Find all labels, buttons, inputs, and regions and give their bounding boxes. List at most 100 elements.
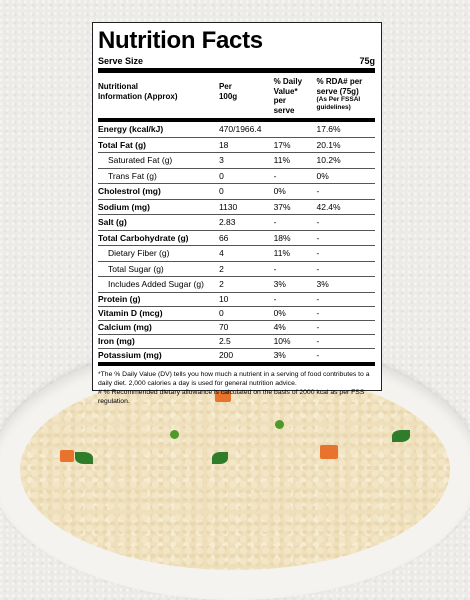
rda-value: 3% <box>316 279 329 289</box>
per-100g-value: 0 <box>218 186 224 196</box>
table-row: Sodium (mg) 1130 37% 42.4% <box>98 200 375 215</box>
footnote-daily-value: *The % Daily Value (DV) tells you how mu… <box>98 370 370 387</box>
header-nutritional-info: Nutritional Information (Approx) <box>98 77 219 115</box>
coriander-leaf <box>392 430 410 442</box>
table-row: Iron (mg) 2.5 10% - <box>98 335 375 349</box>
table-row: Total Carbohydrate (g) 66 18% - <box>98 231 375 246</box>
per-100g-value: 470/1966.4 <box>218 124 262 134</box>
rda-value: - <box>316 321 320 332</box>
header-col4-line2: serve (75g) <box>316 86 359 96</box>
footnote-rda: # % Recommended dietary allowance is cal… <box>98 388 365 405</box>
table-row: Saturated Fat (g) 3 11% 10.2% <box>98 153 375 169</box>
per-100g-value: 2.83 <box>218 217 236 227</box>
nutrient-name: Total Sugar (g) <box>108 263 164 274</box>
nutrient-name: Total Fat (g) <box>98 139 146 150</box>
daily-value: - <box>273 217 277 227</box>
per-100g-value: 0 <box>219 170 224 181</box>
nutrient-name: Includes Added Sugar (g) <box>108 279 204 289</box>
table-row: Potassium (mg) 200 3% - <box>98 349 375 366</box>
per-100g-value: 3 <box>219 155 224 165</box>
rda-value: - <box>316 263 320 274</box>
nutrient-name: Energy (kcal/kJ) <box>98 124 164 134</box>
nutrient-name: Total Carbohydrate (g) <box>98 232 189 243</box>
header-rda: % RDA# per serve (75g) (As Per FSSAI gui… <box>316 77 375 115</box>
serve-size-value: 75g <box>359 56 375 66</box>
nutrient-name: Vitamin D (mcg) <box>98 307 163 318</box>
per-100g-value: 0 <box>218 307 224 318</box>
coriander-leaf <box>212 452 228 464</box>
pea <box>275 420 284 429</box>
daily-value: 3% <box>273 279 286 289</box>
header-col2-line2: 100g <box>218 91 238 101</box>
rda-value: - <box>316 349 320 360</box>
per-100g-value: 1130 <box>218 201 238 212</box>
header-per-100g: Per 100g <box>219 77 274 115</box>
daily-value: 18% <box>273 232 291 243</box>
header-col3-line4: serve <box>273 105 295 115</box>
per-100g-value: 200 <box>218 349 234 360</box>
per-100g-value: 70 <box>218 321 229 332</box>
table-row: Cholestrol (mg) 0 0% - <box>98 184 375 200</box>
per-100g-value: 2 <box>219 279 224 289</box>
rda-value: - <box>316 335 320 346</box>
header-daily-value: % Daily Value* per serve <box>274 77 317 115</box>
header-col3-line3: per <box>273 96 287 105</box>
per-100g-value: 10 <box>218 293 229 304</box>
nutrient-name: Cholestrol (mg) <box>98 186 161 196</box>
nutrient-name: Potassium (mg) <box>98 349 162 360</box>
rda-value: - <box>316 186 320 196</box>
table-row: Energy (kcal/kJ) 470/1966.4 17.6% <box>98 122 375 138</box>
per-100g-value: 2.5 <box>218 335 231 346</box>
daily-value: - <box>273 293 277 304</box>
rda-value: - <box>316 248 320 258</box>
header-col4-line1: % RDA# per <box>316 77 363 86</box>
per-100g-value: 66 <box>218 232 229 243</box>
rda-value: - <box>316 217 320 227</box>
carrot-piece <box>60 450 74 462</box>
serve-size-row: Serve Size 75g <box>98 56 375 73</box>
footnotes: *The % Daily Value (DV) tells you how mu… <box>98 366 375 406</box>
nutrient-name: Sodium (mg) <box>98 201 150 212</box>
nutrition-facts-title: Nutrition Facts <box>98 27 263 54</box>
daily-value: - <box>273 263 277 274</box>
daily-value: 4% <box>273 321 286 332</box>
nutrient-name: Iron (mg) <box>98 335 135 346</box>
header-col3-line1: % Daily <box>273 77 303 86</box>
rda-value: 17.6% <box>316 124 341 134</box>
per-100g-value: 2 <box>219 263 224 274</box>
daily-value: 37% <box>273 201 291 212</box>
table-row: Trans Fat (g) 0 - 0% <box>98 169 375 184</box>
daily-value: 17% <box>273 139 291 150</box>
nutrient-name: Salt (g) <box>98 217 127 227</box>
pea <box>170 430 179 439</box>
table-row: Dietary Fiber (g) 4 11% - <box>98 246 375 262</box>
daily-value: - <box>273 170 277 181</box>
daily-value <box>274 125 317 134</box>
daily-value: 11% <box>273 155 291 165</box>
nutrient-name: Dietary Fiber (g) <box>108 248 170 258</box>
table-row: Protein (g) 10 - - <box>98 293 375 307</box>
table-row: Includes Added Sugar (g) 2 3% 3% <box>98 277 375 293</box>
daily-value: 3% <box>273 349 286 360</box>
rda-value: - <box>316 307 320 318</box>
daily-value: 11% <box>273 248 291 258</box>
daily-value: 10% <box>273 335 291 346</box>
rda-value: 42.4% <box>316 201 341 212</box>
header-col2-line1: Per <box>218 82 232 91</box>
header-col4-sub1: (As Per FSSAI <box>316 96 361 103</box>
per-100g-value: 4 <box>219 248 224 258</box>
daily-value: 0% <box>273 307 286 318</box>
nutrient-name: Saturated Fat (g) <box>108 155 173 165</box>
nutrient-name: Calcium (mg) <box>98 321 152 332</box>
rda-value: 10.2% <box>316 155 341 165</box>
header-col3-line2: Value* <box>273 86 298 96</box>
coriander-leaf <box>75 452 93 464</box>
header-col1-line2: Information (Approx) <box>98 91 178 101</box>
serve-size-label: Serve Size <box>98 56 144 66</box>
per-100g-value: 18 <box>218 139 229 150</box>
header-col1-line1: Nutritional <box>98 82 138 91</box>
nutrition-facts-panel: Nutrition Facts Serve Size 75g Nutrition… <box>92 22 382 405</box>
table-row: Vitamin D (mcg) 0 0% - <box>98 307 375 321</box>
rda-value: 0% <box>316 170 329 181</box>
carrot-piece <box>215 390 231 402</box>
